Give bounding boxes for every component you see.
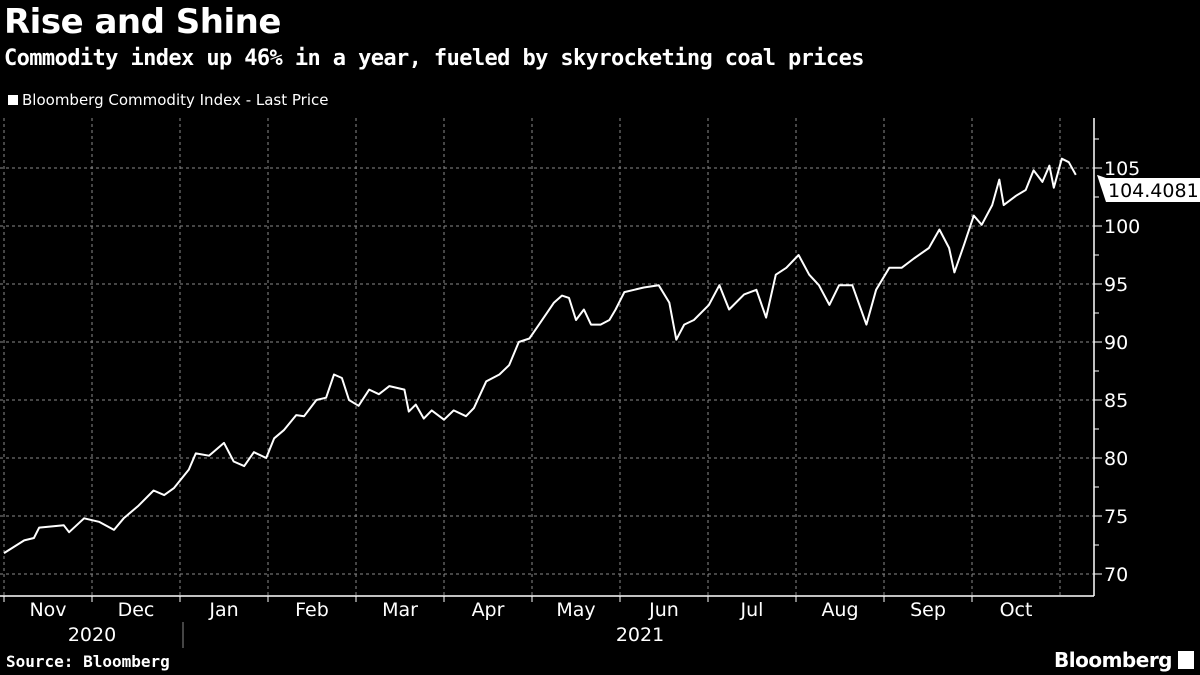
x-tick-label: Dec [118, 599, 155, 621]
x-tick-label: Jan [208, 599, 238, 621]
year-label-2020: 2020 [68, 624, 116, 646]
x-tick-label: Sep [910, 599, 946, 621]
x-tick-label: Feb [295, 599, 329, 621]
legend-swatch [8, 95, 18, 105]
year-label-2021: 2021 [616, 624, 664, 646]
y-tick-label: 100 [1104, 216, 1140, 238]
y-tick-label: 105 [1104, 158, 1140, 180]
bloomberg-logo: Bloomberg [1054, 648, 1194, 672]
x-tick-label: Apr [472, 599, 505, 621]
x-tick-label: May [556, 599, 595, 621]
x-tick-label: Mar [382, 599, 418, 621]
y-tick-label: 70 [1104, 564, 1128, 586]
last-price-tag [1097, 174, 1200, 202]
y-tick-label: 95 [1104, 274, 1128, 296]
x-tick-label: Aug [821, 599, 858, 621]
y-tick-label: 80 [1104, 448, 1128, 470]
y-tick-label: 90 [1104, 332, 1128, 354]
y-tick-label: 75 [1104, 506, 1128, 528]
x-tick-label: Nov [29, 599, 66, 621]
chart-subtitle: Commodity index up 46% in a year, fueled… [4, 46, 864, 71]
source-note: Source: Bloomberg [6, 652, 170, 671]
series-line [3, 157, 1077, 554]
logo-text: Bloomberg [1054, 648, 1172, 672]
last-price-label: 104.4081 [1108, 180, 1199, 202]
bloomberg-mark-icon [1178, 651, 1194, 669]
x-tick-label: Jun [648, 599, 679, 621]
y-tick-label: 85 [1104, 390, 1128, 412]
x-tick-label: Jul [740, 599, 764, 621]
x-tick-label: Oct [1000, 599, 1033, 621]
legend: Bloomberg Commodity Index - Last Price [8, 91, 328, 109]
legend-label: Bloomberg Commodity Index - Last Price [22, 91, 329, 109]
chart-title: Rise and Shine [4, 2, 281, 42]
